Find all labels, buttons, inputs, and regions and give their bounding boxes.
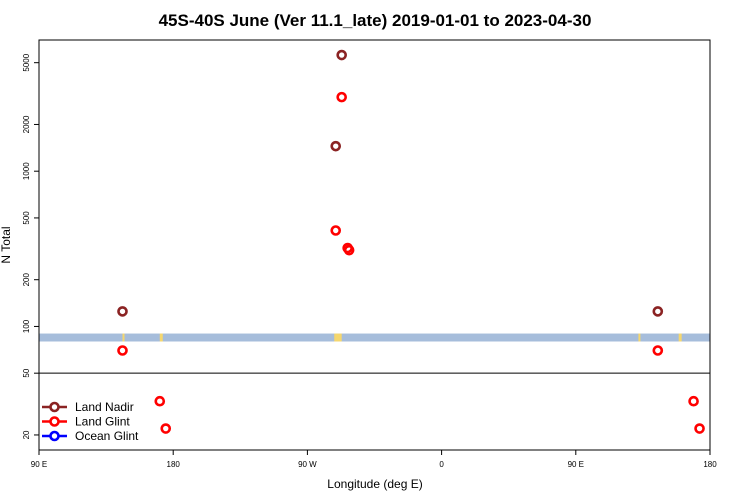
land-nadir-legend-label: Land Nadir	[75, 400, 134, 414]
x-tick-label: 180	[167, 460, 181, 469]
y-axis-ticks: 20 50 100 200 500 1000 2000 5000	[22, 53, 39, 439]
y-axis-label: N Total	[0, 226, 13, 263]
y-tick-label: 5000	[22, 53, 31, 71]
land-glint-legend-marker	[49, 416, 60, 427]
y-tick-label: 50	[22, 368, 31, 377]
ocean-glint-legend-label: Ocean Glint	[75, 429, 139, 443]
land-nadir-point	[336, 49, 347, 61]
y-tick-label: 500	[22, 211, 31, 225]
land-nadir-point	[330, 140, 342, 152]
chart-title: 45S-40S June (Ver 11.1_late) 2019-01-01 …	[159, 11, 592, 30]
ocean-band	[39, 333, 710, 342]
land-glint-point	[330, 225, 342, 236]
land-glint-point	[154, 395, 166, 407]
y-tick-label: 1000	[22, 162, 31, 180]
x-tick-label: 90 W	[298, 460, 317, 469]
land-glint-point	[117, 345, 128, 356]
land-nadir-point	[652, 306, 664, 317]
land-nadir-point	[117, 306, 128, 317]
data-points	[117, 49, 705, 434]
land-segment	[334, 333, 342, 342]
x-axis-ticks: 90 E 180 90 W 0 90 E 180	[31, 450, 717, 469]
land-glint-point	[343, 244, 355, 256]
map-band	[39, 333, 710, 342]
x-tick-label: 180	[703, 460, 717, 469]
x-axis-label: Longitude (deg E)	[327, 477, 422, 491]
x-tick-label: 90 E	[568, 460, 584, 469]
land-nadir-legend-marker	[49, 401, 60, 413]
plot-frame	[38, 39, 711, 451]
land-segment	[638, 333, 641, 342]
y-tick-label: 200	[22, 272, 31, 286]
y-tick-label: 20	[22, 430, 31, 439]
land-glint-legend-label: Land Glint	[75, 415, 130, 429]
land-segment	[678, 333, 682, 342]
land-glint-point	[694, 423, 705, 434]
land-glint-point	[336, 91, 347, 103]
ocean-glint-legend-marker	[49, 430, 60, 442]
y-tick-label: 2000	[22, 115, 31, 133]
land-glint-point	[688, 395, 699, 407]
land-glint-point	[652, 345, 664, 356]
y-tick-label: 100	[22, 319, 31, 333]
land-segment	[122, 333, 125, 342]
land-segment	[159, 333, 163, 342]
x-tick-label: 90 E	[31, 460, 47, 469]
land-glint-point	[160, 423, 172, 434]
x-tick-label: 0	[439, 460, 444, 469]
